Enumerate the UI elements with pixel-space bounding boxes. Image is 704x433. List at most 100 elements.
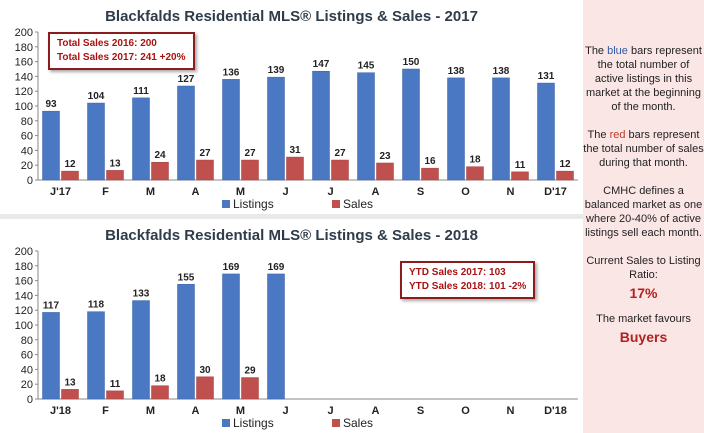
listings-value-label: 147 <box>313 59 330 70</box>
x-tick-label: J <box>327 405 333 417</box>
listings-value-label: 138 <box>448 66 465 77</box>
annotation-line: Total Sales 2017: 241 +20% <box>57 52 186 63</box>
sales-value-label: 18 <box>154 374 166 385</box>
sales-bar <box>196 376 214 400</box>
x-tick-label: O <box>461 405 470 417</box>
x-tick-label: A <box>372 405 380 417</box>
x-tick-label: O <box>461 186 470 198</box>
sales-bar <box>376 162 394 181</box>
sales-value-label: 30 <box>199 365 211 376</box>
ratio-label: Current Sales to Listing Ratio: <box>586 255 701 281</box>
sales-value-label: 11 <box>515 160 526 171</box>
chart-2017: Blackfalds Residential MLS® Listings & S… <box>0 0 583 214</box>
x-tick-label: S <box>417 186 424 198</box>
sales-value-label: 29 <box>244 366 256 377</box>
sales-bar <box>151 161 169 181</box>
listings-bar <box>447 77 465 181</box>
listings-bar <box>402 68 420 181</box>
listings-bar <box>312 70 330 181</box>
sales-value-label: 27 <box>334 148 346 159</box>
sales-bar <box>61 389 79 400</box>
sales-value-label: 27 <box>244 148 256 159</box>
x-tick-label: F <box>102 186 109 198</box>
y-tick-label: 140 <box>15 290 33 302</box>
legend-label-sales: Sales <box>343 416 373 430</box>
y-tick-label: 160 <box>15 57 33 69</box>
sales-value-label: 23 <box>379 151 391 162</box>
legend-label-listings: Listings <box>233 197 274 211</box>
x-tick-label: J <box>327 186 333 198</box>
sales-value-label: 12 <box>559 159 571 170</box>
x-tick-label: J <box>282 186 288 198</box>
x-tick-label: N <box>507 186 515 198</box>
sales-bar <box>196 159 214 181</box>
legend-swatch-sales <box>332 200 340 208</box>
x-tick-label: D'17 <box>544 186 567 198</box>
listings-bar <box>537 82 555 181</box>
y-tick-label: 80 <box>21 116 33 128</box>
listings-value-label: 136 <box>223 67 240 78</box>
listings-value-label: 104 <box>88 91 105 102</box>
listings-value-label: 139 <box>268 65 285 76</box>
listings-value-label: 118 <box>88 300 105 311</box>
total-sales-box: Total Sales 2016: 200 Total Sales 2017: … <box>48 32 195 70</box>
listings-bar <box>87 311 105 400</box>
y-tick-label: 100 <box>15 101 33 113</box>
chart-2017-plot: 0 20 40 60 80 100 120 140 160 180 200 J'17 93 12 F 104 1… <box>15 27 578 211</box>
listings-value-label: 169 <box>268 262 285 273</box>
y-tick-label: 160 <box>15 276 33 288</box>
sales-value-label: 18 <box>469 155 481 166</box>
annotation-line: Total Sales 2016: 200 <box>57 38 157 49</box>
legend-label-sales: Sales <box>343 197 373 211</box>
sales-bar <box>151 385 169 400</box>
x-tick-label: D'18 <box>544 405 567 417</box>
y-tick-label: 200 <box>15 27 33 39</box>
listings-bar <box>222 273 240 400</box>
listings-bar <box>87 102 105 181</box>
x-tick-label: J'18 <box>50 405 71 417</box>
listings-value-label: 127 <box>178 74 195 85</box>
listings-value-label: 138 <box>493 66 510 77</box>
listings-bar <box>267 76 285 181</box>
legend-swatch-sales <box>332 419 340 427</box>
x-tick-label: M <box>146 405 155 417</box>
y-tick-label: 60 <box>21 350 33 362</box>
listings-bar <box>132 97 150 181</box>
x-tick-label: M <box>236 405 245 417</box>
listings-value-label: 111 <box>133 86 149 97</box>
ratio-value: 17% <box>629 285 658 301</box>
ytd-sales-box: YTD Sales 2017: 103 YTD Sales 2018: 101 … <box>400 261 536 299</box>
y-tick-label: 40 <box>21 364 33 376</box>
listings-bar <box>177 85 195 181</box>
sales-value-label: 11 <box>110 379 121 390</box>
y-tick-label: 60 <box>21 131 33 143</box>
sales-value-label: 16 <box>424 156 436 167</box>
sales-value-label: 31 <box>289 145 301 156</box>
y-tick-label: 20 <box>21 379 33 391</box>
annotation-line: YTD Sales 2018: 101 -2% <box>409 281 527 292</box>
chart-2018-plot: 0 20 40 60 80 100 120 140 160 180 200 J'18 117 13 F 118… <box>15 246 578 430</box>
x-tick-label: F <box>102 405 109 417</box>
y-tick-label: 0 <box>27 394 33 406</box>
listings-value-label: 169 <box>223 262 240 273</box>
market-favours-label: The market favours <box>596 313 691 325</box>
sales-value-label: 27 <box>199 148 211 159</box>
red-bars-note: The red bars represent the total number … <box>583 129 704 169</box>
listings-value-label: 133 <box>133 289 150 300</box>
listings-bar <box>177 284 195 400</box>
x-tick-label: J <box>282 405 288 417</box>
y-tick-label: 180 <box>15 42 33 54</box>
sales-bar <box>61 170 79 181</box>
listings-value-label: 150 <box>403 57 420 68</box>
x-tick-label: M <box>146 186 155 198</box>
x-tick-label: M <box>236 186 245 198</box>
y-tick-label: 40 <box>21 145 33 157</box>
listings-value-label: 155 <box>178 272 195 283</box>
x-tick-label: S <box>417 405 424 417</box>
x-tick-label: N <box>507 405 515 417</box>
y-tick-label: 200 <box>15 246 33 258</box>
listings-bar <box>42 312 60 400</box>
sales-bar <box>331 159 349 181</box>
legend-label-listings: Listings <box>233 416 274 430</box>
listings-value-label: 145 <box>358 61 375 72</box>
